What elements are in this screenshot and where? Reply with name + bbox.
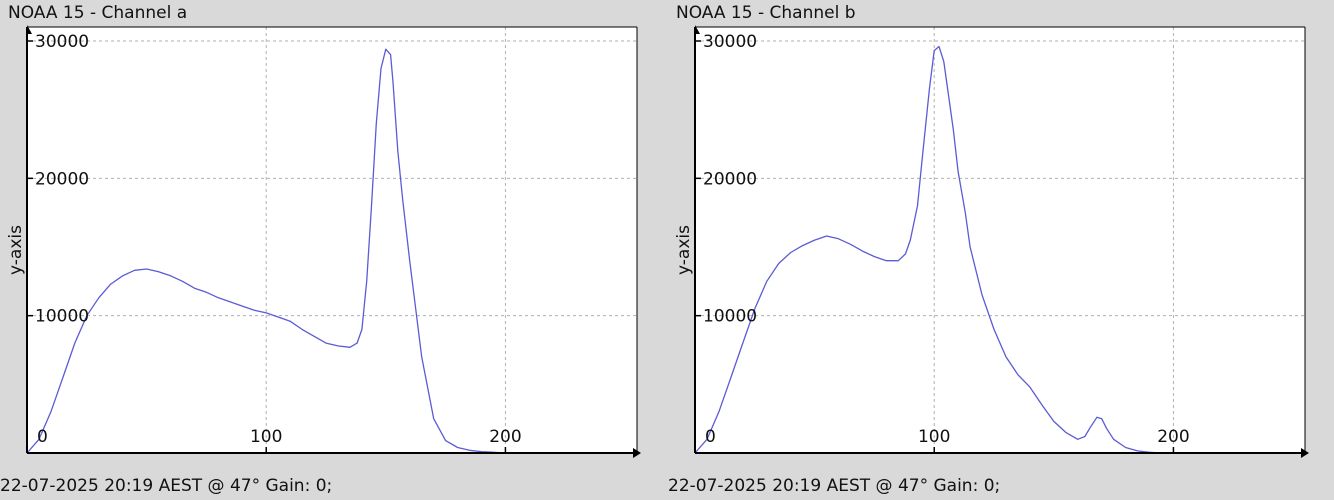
- y-axis-arrow-icon: [695, 25, 700, 34]
- y-axis-label: y-axis: [6, 225, 26, 275]
- y-axis-arrow-icon: [27, 25, 32, 34]
- chart-title: NOAA 15 - Channel b: [676, 3, 856, 23]
- chart-panel-channel-a: NOAA 15 - Channel a 10000 20000 30000 0 100 2…: [0, 0, 660, 500]
- series-line: [694, 45, 1174, 454]
- chart-title: NOAA 15 - Channel a: [8, 3, 188, 23]
- x-tick-label: 100: [250, 427, 282, 447]
- x-tick-label: 100: [918, 427, 950, 447]
- x-tick-label: 200: [1157, 427, 1189, 447]
- series-line: [26, 48, 518, 454]
- y-tick-label: 30000: [35, 32, 89, 52]
- chart-plot-channel-b: 10000 20000 30000 0 100 200 y-axis: [674, 25, 1309, 458]
- y-tick-label: 20000: [703, 169, 757, 189]
- plot-area: [27, 27, 637, 453]
- y-axis-label: y-axis: [674, 225, 694, 275]
- x-tick-label: 0: [37, 427, 48, 447]
- x-tick-label: 0: [705, 427, 716, 447]
- y-tick-label: 10000: [703, 307, 757, 327]
- x-axis-arrow-icon: [633, 448, 641, 458]
- chart-panel-channel-b: NOAA 15 - Channel b 10000 20000 30000 0 100 2…: [668, 0, 1328, 500]
- chart-footer-timestamp: 22-07-2025 20:19 AEST @ 47° Gain: 0;: [668, 476, 1001, 496]
- plot-area: [695, 27, 1305, 453]
- chart-plot-channel-a: 10000 20000 30000 0 100 200 y-axis: [6, 25, 641, 458]
- y-tick-label: 20000: [35, 169, 89, 189]
- x-axis-arrow-icon: [1301, 448, 1309, 458]
- chart-footer-timestamp: 22-07-2025 20:19 AEST @ 47° Gain: 0;: [0, 476, 333, 496]
- x-tick-label: 200: [489, 427, 521, 447]
- y-tick-label: 30000: [703, 32, 757, 52]
- y-tick-label: 10000: [35, 307, 89, 327]
